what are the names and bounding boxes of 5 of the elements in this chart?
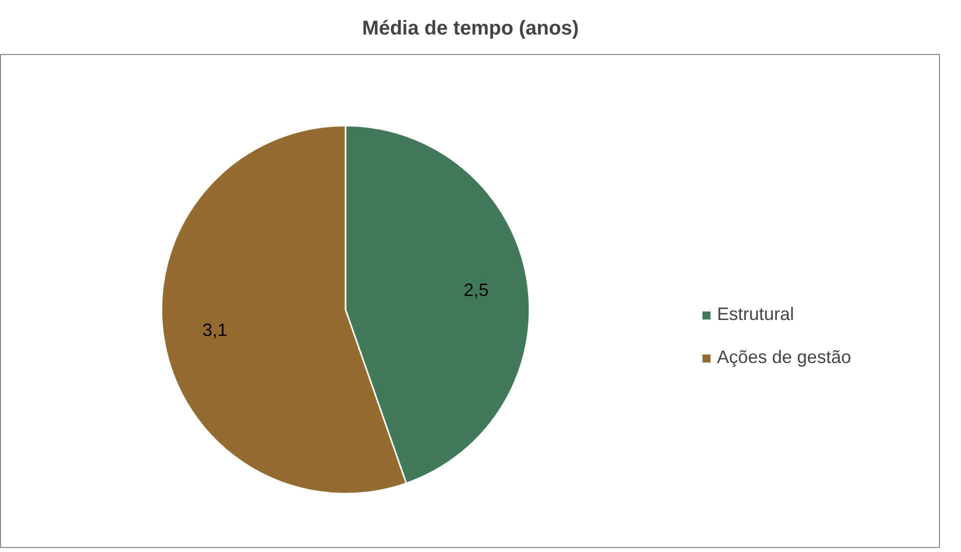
data-label: 2,5 — [464, 280, 489, 300]
chart-title: Média de tempo (anos) — [362, 18, 579, 40]
legend-label: Ações de gestão — [717, 347, 852, 368]
data-label: 3,1 — [202, 320, 228, 340]
legend-label: Estrutural — [717, 304, 794, 325]
